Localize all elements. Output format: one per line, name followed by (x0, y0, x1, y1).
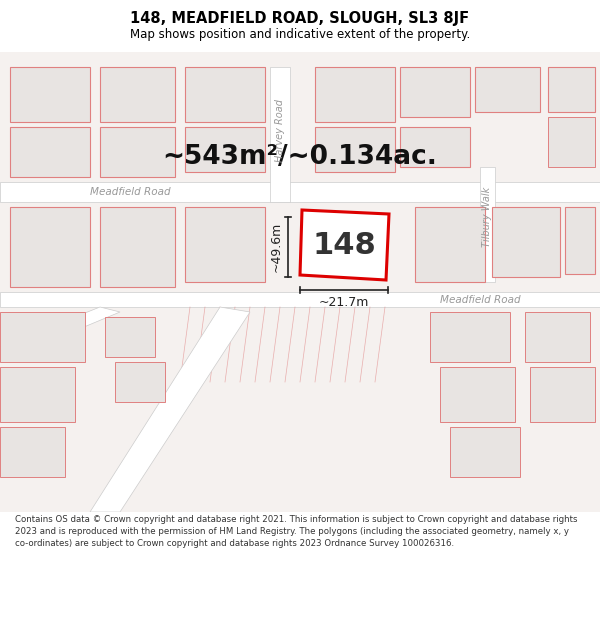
Polygon shape (100, 127, 175, 177)
Text: Harvey Road: Harvey Road (275, 99, 285, 161)
Text: 148, MEADFIELD ROAD, SLOUGH, SL3 8JF: 148, MEADFIELD ROAD, SLOUGH, SL3 8JF (130, 11, 470, 26)
Text: Meadfield Road: Meadfield Road (89, 187, 170, 197)
Polygon shape (0, 367, 75, 422)
Text: ~543m²/~0.134ac.: ~543m²/~0.134ac. (163, 144, 437, 170)
Polygon shape (400, 67, 470, 117)
Polygon shape (400, 127, 470, 167)
Polygon shape (185, 67, 265, 122)
Polygon shape (548, 117, 595, 167)
Polygon shape (440, 367, 515, 422)
Polygon shape (185, 207, 265, 282)
Polygon shape (0, 312, 85, 362)
Polygon shape (450, 427, 520, 477)
Polygon shape (90, 307, 250, 512)
Polygon shape (530, 367, 595, 422)
Text: ~49.6m: ~49.6m (270, 222, 283, 272)
Text: Map shows position and indicative extent of the property.: Map shows position and indicative extent… (130, 28, 470, 41)
Polygon shape (270, 67, 290, 202)
Text: 148: 148 (312, 231, 376, 259)
Polygon shape (315, 67, 395, 122)
Text: Meadfield Road: Meadfield Road (440, 295, 520, 305)
Polygon shape (10, 207, 90, 287)
Polygon shape (0, 182, 600, 202)
Polygon shape (10, 127, 90, 177)
Text: ~21.7m: ~21.7m (319, 296, 369, 309)
Polygon shape (415, 207, 485, 282)
Polygon shape (315, 127, 395, 172)
Polygon shape (0, 307, 120, 362)
Polygon shape (100, 207, 175, 287)
Polygon shape (105, 317, 155, 357)
Polygon shape (430, 312, 510, 362)
Polygon shape (565, 207, 595, 274)
Polygon shape (100, 67, 175, 122)
Polygon shape (10, 67, 90, 122)
Polygon shape (300, 210, 389, 280)
Polygon shape (0, 427, 65, 477)
Polygon shape (480, 167, 495, 282)
Text: Tilbury Walk: Tilbury Walk (482, 187, 492, 247)
Polygon shape (475, 67, 540, 112)
Polygon shape (525, 312, 590, 362)
Polygon shape (492, 207, 560, 277)
Polygon shape (0, 292, 600, 307)
Polygon shape (548, 67, 595, 112)
Text: Contains OS data © Crown copyright and database right 2021. This information is : Contains OS data © Crown copyright and d… (15, 516, 577, 548)
Polygon shape (185, 127, 265, 172)
Polygon shape (115, 362, 165, 402)
